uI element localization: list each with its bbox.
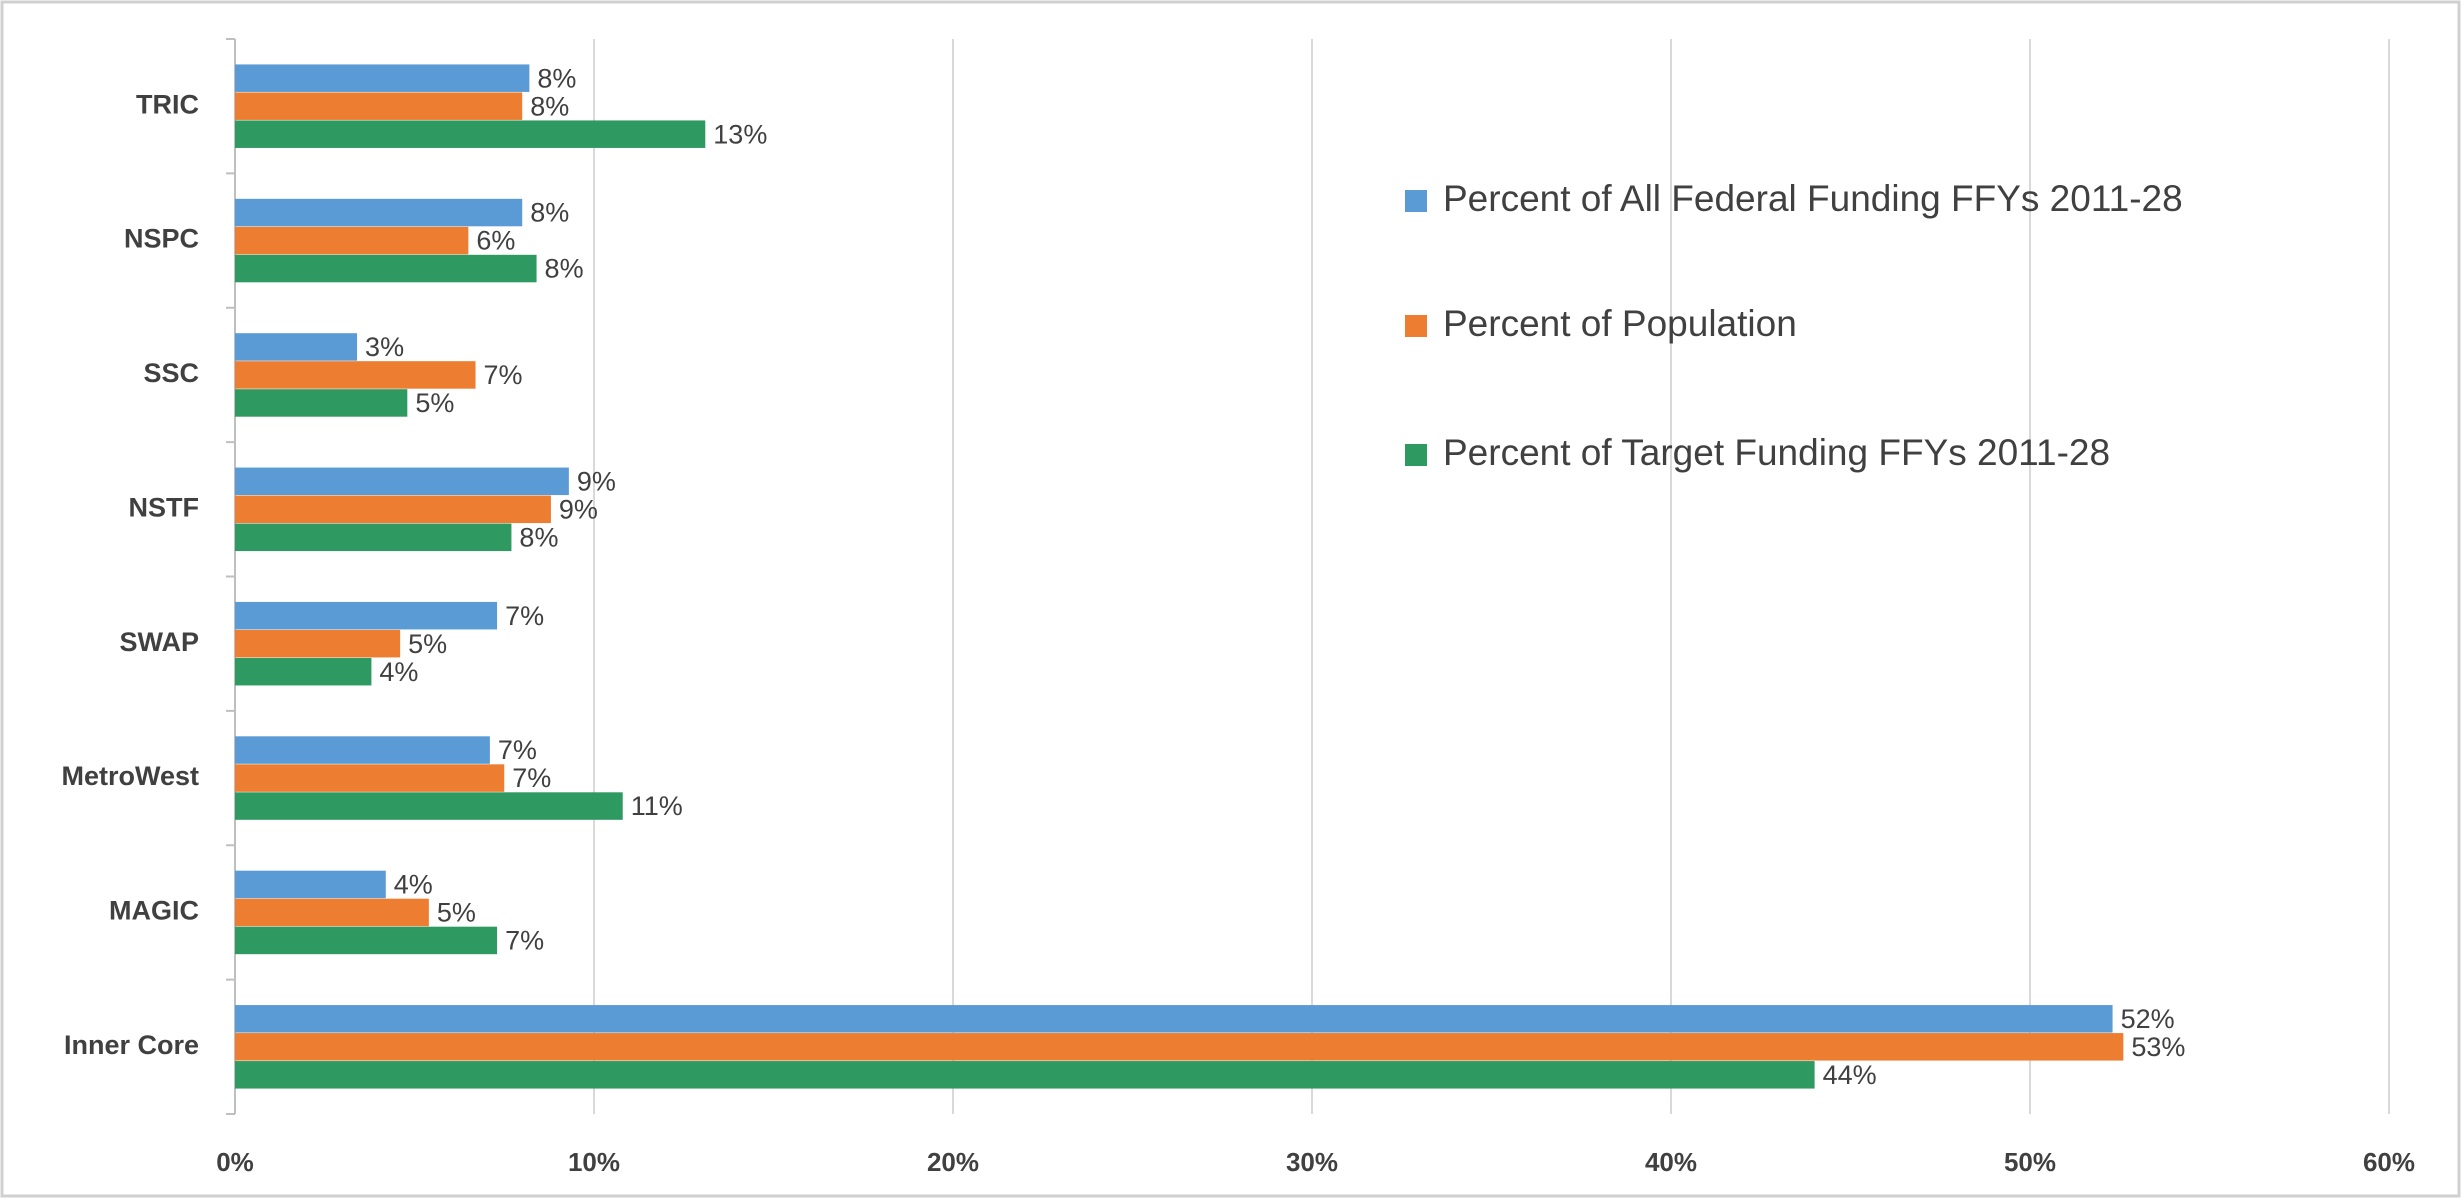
value-label: 53%: [2131, 1032, 2185, 1062]
bar: [235, 226, 469, 255]
bar: [235, 926, 498, 955]
value-label: 7%: [505, 926, 544, 956]
value-label: 7%: [484, 360, 523, 390]
value-label: 4%: [379, 657, 418, 687]
bar: [235, 657, 372, 686]
x-tick-label: 40%: [1645, 1147, 1697, 1177]
value-label: 8%: [545, 254, 584, 284]
value-label: 7%: [498, 735, 537, 765]
y-tick-label: Inner Core: [64, 1030, 199, 1060]
value-label: 44%: [1823, 1060, 1877, 1090]
value-label: 11%: [631, 791, 683, 821]
x-tick-label: 60%: [2363, 1147, 2415, 1177]
bar: [235, 523, 512, 552]
y-tick-label: SWAP: [119, 627, 199, 657]
legend-swatch: [1405, 315, 1427, 337]
value-label: 9%: [559, 494, 598, 524]
value-label: 5%: [408, 629, 447, 659]
x-tick-label: 50%: [2004, 1147, 2056, 1177]
bar: [235, 1033, 2124, 1061]
bar: [235, 333, 358, 361]
y-tick-label: NSPC: [124, 224, 199, 254]
x-tick-label: 30%: [1286, 1147, 1338, 1177]
legend-label: Percent of All Federal Funding FFYs 2011…: [1443, 178, 2183, 219]
value-label: 5%: [437, 898, 476, 928]
x-tick-label: 20%: [927, 1147, 979, 1177]
y-tick-label: SSC: [143, 358, 199, 388]
value-label: 8%: [519, 522, 558, 552]
value-label: 8%: [537, 63, 576, 93]
bar: [235, 1061, 1815, 1089]
x-tick-label: 0%: [216, 1147, 254, 1177]
value-label: 52%: [2121, 1004, 2175, 1034]
bar: [235, 870, 386, 899]
y-tick-label: MetroWest: [61, 761, 199, 791]
y-tick-label: MAGIC: [109, 896, 199, 926]
bar: [235, 629, 401, 658]
y-tick-label: TRIC: [136, 89, 199, 119]
value-label: 4%: [394, 870, 433, 900]
bar: [235, 764, 505, 792]
legend-label: Percent of Target Funding FFYs 2011-28: [1443, 432, 2110, 473]
bar: [235, 467, 569, 496]
bar: [235, 361, 476, 389]
value-label: 7%: [512, 763, 551, 793]
legend-swatch: [1405, 190, 1427, 212]
bar: [235, 92, 523, 120]
value-label: 3%: [365, 332, 404, 362]
bar: [235, 64, 530, 92]
value-label: 9%: [577, 466, 616, 496]
value-label: 5%: [415, 388, 454, 418]
x-tick-label: 10%: [568, 1147, 620, 1177]
bar: [235, 601, 498, 630]
bar: [235, 389, 408, 417]
bar: [235, 495, 551, 524]
bar: [235, 792, 623, 820]
bar: [235, 1005, 2113, 1033]
value-label: 6%: [476, 226, 515, 256]
value-label: 13%: [713, 119, 767, 149]
bar: [235, 898, 429, 927]
value-label: 8%: [530, 198, 569, 228]
bar: [235, 120, 706, 148]
bar: [235, 736, 490, 764]
legend-swatch: [1405, 444, 1427, 466]
value-label: 8%: [530, 91, 569, 121]
legend-label: Percent of Population: [1443, 303, 1797, 344]
y-tick-label: NSTF: [129, 492, 200, 522]
bar: [235, 254, 537, 283]
bar: [235, 198, 523, 227]
value-label: 7%: [505, 601, 544, 631]
